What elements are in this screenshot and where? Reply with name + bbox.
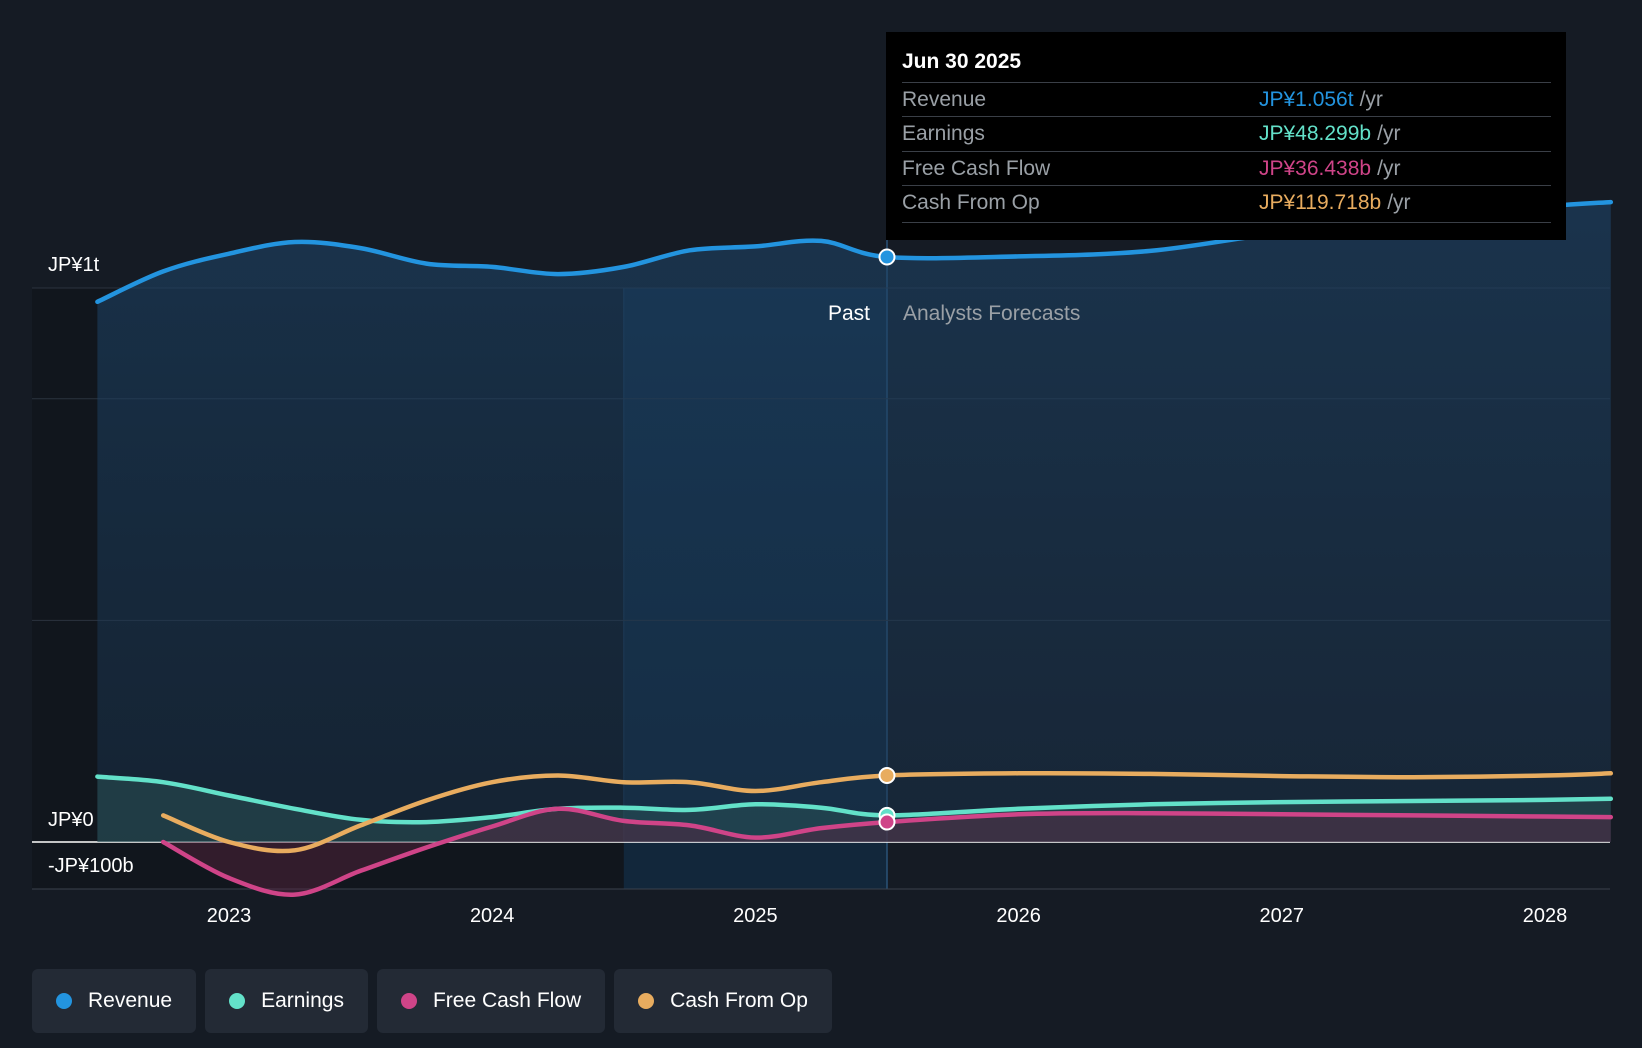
tooltip-value-wrap: JP¥119.718b/yr [1259,191,1411,215]
free-cash-flow-area [163,808,1611,895]
tooltip-date: Jun 30 2025 [902,50,1022,73]
revenue-marker [878,248,896,266]
axis-labels: JP¥1t JP¥0 -JP¥100b 2023 2024 2025 2026 2027 202… [48,254,1567,927]
tooltip-divider [902,222,1551,223]
tooltip-unit: /yr [1359,88,1383,111]
x-tick-label: 2025 [733,905,778,927]
legend-label: Free Cash Flow [432,989,582,1012]
tooltip-label: Cash From Op [902,191,1040,214]
tooltip: Jun 30 2025 Revenue JP¥1.056t/yr Earning… [886,32,1566,240]
free-cash-flow-marker [878,813,896,831]
tooltip-row-earnings: Earnings JP¥48.299b/yr [902,116,1551,151]
legend-label: Revenue [88,989,173,1012]
free-cash-flow-line [160,806,1614,897]
legend-item-cash-from-op[interactable]: Cash From Op [614,969,832,1033]
tooltip-value: JP¥119.718b [1259,191,1382,214]
legend-dot-icon [400,993,417,1009]
tooltip-unit: /yr [1377,122,1401,145]
revenue-area [97,202,1611,843]
tooltip-label: Earnings [902,122,985,145]
tooltip-value: JP¥1.056t [1259,88,1354,111]
legend-item-revenue[interactable]: Revenue [32,969,197,1033]
y-axis-label: JP¥0 [48,809,94,831]
series-areas [97,202,1611,895]
legend-item-free-cash-flow[interactable]: Free Cash Flow [376,969,606,1033]
legend-dot-icon [56,993,72,1009]
earnings-area [97,776,1611,842]
tooltip-row-free-cash-flow: Free Cash Flow JP¥36.438b/yr [902,151,1551,186]
x-tick-label: 2028 [1523,905,1568,927]
tooltip-value-wrap: JP¥36.438b/yr [1259,157,1400,181]
x-tick-label: 2024 [470,905,515,927]
cash-from-op-line [160,770,1614,854]
tooltip-value: JP¥48.299b [1259,122,1372,145]
tooltip-value-wrap: JP¥1.056t/yr [1259,88,1383,112]
legend: Revenue Earnings Free Cash Flow Cash Fro… [32,969,832,1033]
tooltip-unit: /yr [1387,191,1411,214]
x-tick-label: 2027 [1260,905,1305,927]
tooltip-row-cash-from-op: Cash From Op JP¥119.718b/yr [902,185,1551,220]
tooltip-value: JP¥36.438b [1259,157,1372,180]
legend-dot-icon [229,993,246,1009]
cash-from-op-marker [878,767,896,785]
tooltip-label: Revenue [902,88,987,111]
tooltip-row-revenue: Revenue JP¥1.056t/yr [902,82,1551,117]
x-tick-label: 2026 [996,905,1041,927]
y-axis-label: JP¥1t [48,254,100,276]
earnings-line [95,774,1614,825]
forecast-label: Analysts Forecasts [903,302,1080,325]
tooltip-unit: /yr [1377,157,1401,180]
legend-item-earnings[interactable]: Earnings [205,969,368,1033]
legend-label: Earnings [261,989,344,1012]
x-tick-label: 2023 [207,905,252,927]
tooltip-label: Free Cash Flow [902,157,1051,180]
legend-label: Cash From Op [670,989,808,1012]
y-axis-label: -JP¥100b [48,855,134,877]
past-label: Past [828,302,870,325]
tooltip-value-wrap: JP¥48.299b/yr [1259,122,1400,146]
legend-dot-icon [638,993,655,1009]
hover-markers [878,248,896,831]
